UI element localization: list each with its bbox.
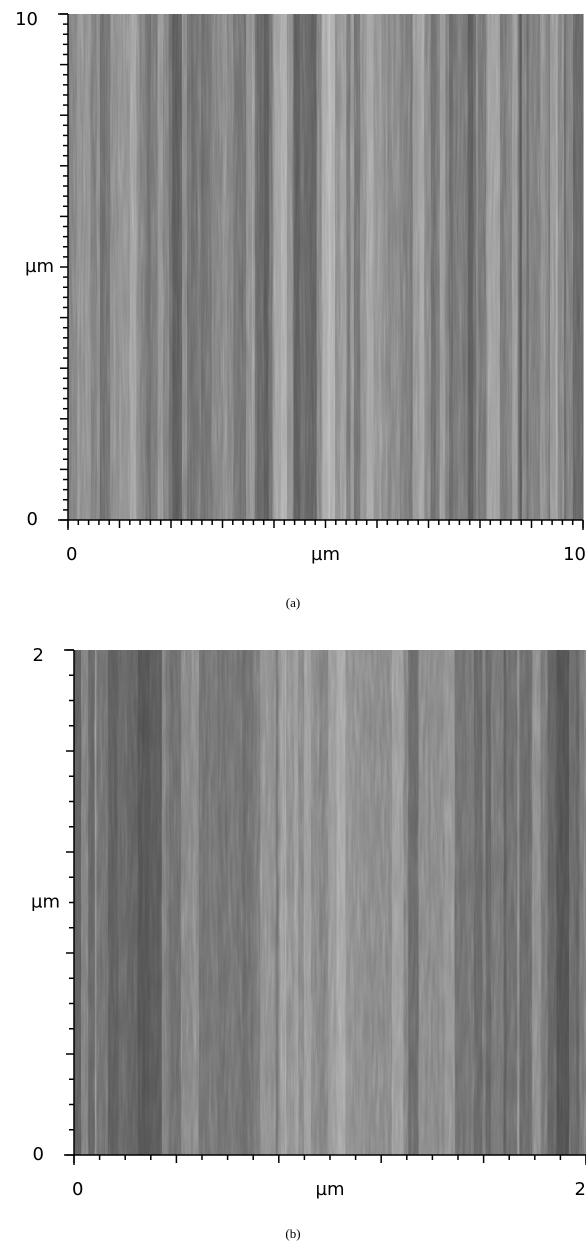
- y-axis-label: µm: [31, 892, 60, 913]
- texture: [74, 650, 586, 1155]
- x-tick-label: 0: [72, 1179, 83, 1200]
- y-tick-label: 0: [27, 509, 38, 530]
- texture: [68, 14, 583, 520]
- x-tick-label: 2: [575, 1179, 586, 1200]
- x-tick-label: 10: [563, 544, 586, 565]
- y-tick-label: 2: [33, 645, 44, 666]
- caption: (a): [286, 595, 300, 610]
- x-tick-label: 0: [66, 544, 77, 565]
- x-axis-label: µm: [316, 1179, 345, 1200]
- y-tick-label: 10: [15, 9, 38, 30]
- y-tick-label: 0: [33, 1144, 44, 1165]
- caption: (b): [285, 1226, 300, 1241]
- afm-image: [74, 650, 586, 1155]
- y-axis-label: µm: [25, 256, 54, 277]
- x-axis-label: µm: [311, 544, 340, 565]
- afm-image: [68, 14, 584, 520]
